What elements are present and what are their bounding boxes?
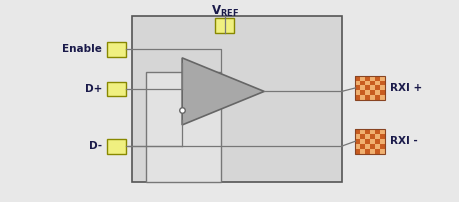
Bar — [369, 149, 374, 154]
Bar — [374, 149, 379, 154]
Bar — [364, 85, 369, 90]
Bar — [106, 82, 126, 96]
Bar — [374, 134, 379, 139]
Bar — [355, 81, 359, 85]
Bar — [355, 144, 359, 149]
Bar — [355, 85, 359, 90]
Bar — [359, 144, 364, 149]
Bar — [146, 72, 220, 182]
Bar — [379, 90, 384, 95]
Bar — [359, 85, 364, 90]
Bar — [379, 144, 384, 149]
Bar — [369, 81, 374, 85]
Bar — [355, 129, 384, 154]
Bar — [379, 129, 384, 134]
Text: RXI +: RXI + — [390, 83, 422, 93]
Bar — [359, 90, 364, 95]
Bar — [364, 81, 369, 85]
Bar — [355, 149, 359, 154]
Bar — [355, 76, 384, 100]
Text: D-: D- — [89, 141, 102, 151]
Bar — [369, 139, 374, 144]
Bar — [374, 90, 379, 95]
Bar — [379, 95, 384, 100]
Polygon shape — [182, 58, 263, 125]
Bar — [355, 134, 359, 139]
Bar — [359, 149, 364, 154]
Bar — [379, 149, 384, 154]
Bar — [214, 18, 234, 33]
Bar — [369, 76, 374, 81]
Bar — [379, 81, 384, 85]
Bar — [369, 85, 374, 90]
Bar — [379, 134, 384, 139]
Bar — [369, 134, 374, 139]
Bar — [355, 90, 359, 95]
Bar — [369, 129, 374, 134]
Text: RXI -: RXI - — [390, 136, 417, 146]
Bar — [374, 76, 379, 81]
Bar — [379, 85, 384, 90]
Bar — [106, 139, 126, 154]
Bar — [355, 95, 359, 100]
Bar — [379, 76, 384, 81]
Text: $\mathbf{V}_{\mathbf{REF}}$: $\mathbf{V}_{\mathbf{REF}}$ — [210, 4, 238, 19]
Bar — [364, 90, 369, 95]
Bar — [132, 16, 341, 182]
Bar — [364, 95, 369, 100]
Bar — [374, 85, 379, 90]
Bar — [369, 90, 374, 95]
Bar — [359, 139, 364, 144]
Bar — [359, 129, 364, 134]
Bar — [374, 139, 379, 144]
Bar — [379, 139, 384, 144]
Bar — [364, 139, 369, 144]
Bar — [369, 95, 374, 100]
Text: Enable: Enable — [62, 44, 102, 55]
Bar — [364, 144, 369, 149]
Bar — [355, 76, 359, 81]
Bar — [374, 95, 379, 100]
Bar — [355, 139, 359, 144]
Bar — [374, 129, 379, 134]
Bar — [374, 81, 379, 85]
Bar — [364, 149, 369, 154]
Bar — [106, 42, 126, 57]
Bar — [359, 76, 364, 81]
Text: D+: D+ — [85, 84, 102, 94]
Bar — [364, 134, 369, 139]
Bar — [359, 134, 364, 139]
Bar — [359, 81, 364, 85]
Bar — [359, 95, 364, 100]
Bar — [355, 129, 359, 134]
Bar — [369, 144, 374, 149]
Bar — [364, 129, 369, 134]
Bar — [374, 144, 379, 149]
Bar — [364, 76, 369, 81]
